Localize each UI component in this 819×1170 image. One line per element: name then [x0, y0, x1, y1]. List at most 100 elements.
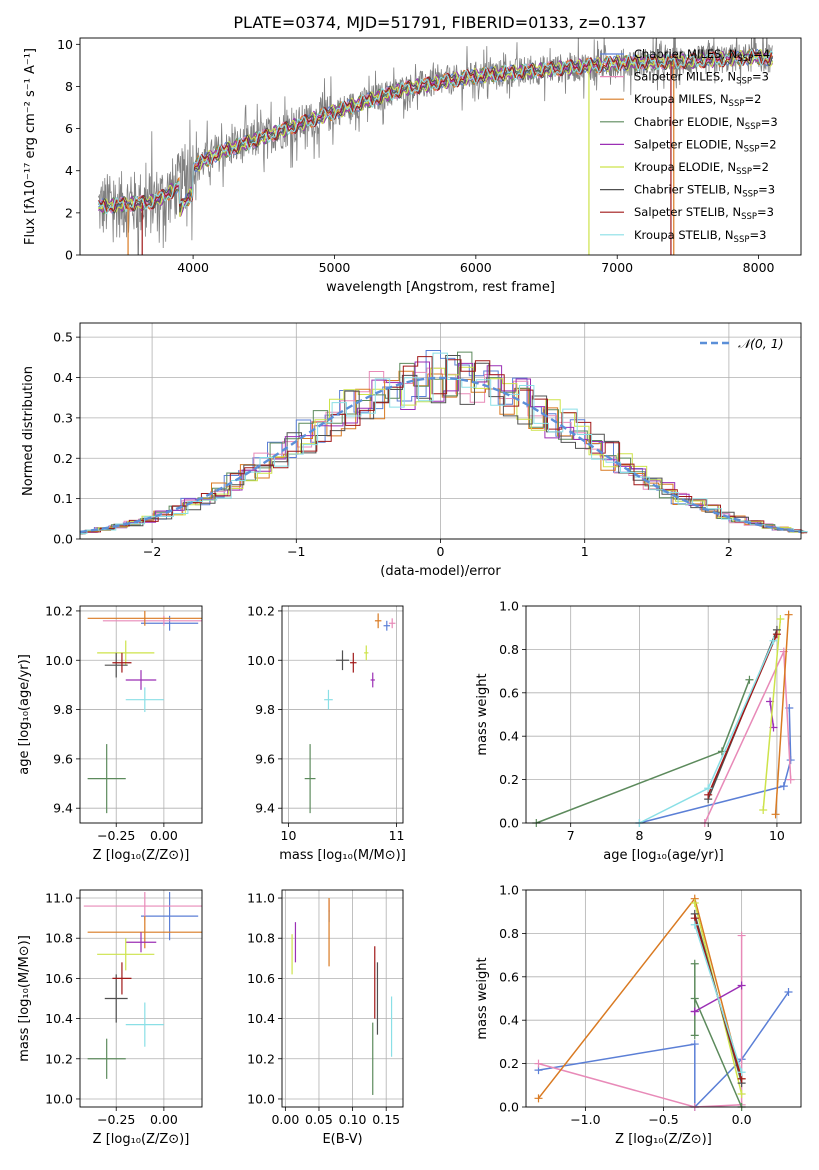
x-tick-label: −2 [143, 544, 161, 559]
series-marker [737, 1068, 746, 1077]
axes-group: −0.25 0.00 10.0 10.2 10.4 10.6 10.8 11.0 [45, 890, 202, 1127]
y-axis-label: mass weight [475, 957, 490, 1039]
y-tick-label: 10.0 [45, 653, 73, 668]
series-marker [737, 1089, 746, 1098]
y-tick-label: 10.8 [45, 931, 73, 946]
x-tick-label: −1 [287, 544, 305, 559]
y-tick-label: 10.4 [247, 1011, 275, 1026]
series-marker [772, 630, 781, 639]
legend-label: Chabrier ELODIE, NSSP=3 [634, 115, 778, 132]
x-tick-label: −0.25 [97, 828, 135, 843]
axes-group: 4000 5000 6000 7000 8000 0 2 4 6 8 10 [57, 37, 774, 275]
y-tick-label: 9.8 [53, 702, 73, 717]
series-marker [534, 1094, 543, 1103]
y-tick-label: 0.8 [499, 642, 519, 657]
y-tick-label: 10.2 [45, 603, 73, 618]
series-marker [690, 1007, 699, 1016]
y-tick-label: 10.2 [45, 1051, 73, 1066]
legend-label: Chabrier STELIB, NSSP=3 [634, 183, 775, 200]
series-marker [745, 675, 754, 684]
model-spectrum-line [98, 50, 773, 215]
errorbar-points [291, 898, 393, 1095]
y-tick-label: 0.2 [499, 1056, 519, 1071]
x-tick-label: 8 [635, 828, 643, 843]
series-line [704, 651, 792, 824]
x-tick-label: 4000 [177, 260, 209, 275]
y-tick-label: 9.4 [255, 801, 275, 816]
series-line [639, 707, 792, 824]
x-tick-label: 10 [769, 828, 785, 843]
series-marker [771, 810, 780, 819]
y-tick-label: 10.4 [45, 1011, 73, 1026]
series-marker [784, 987, 793, 996]
x-tick-label: 9 [704, 828, 712, 843]
series-marker [769, 636, 778, 645]
series-marker [737, 931, 746, 940]
series-marker [786, 775, 795, 784]
axes-group: −1.0 −0.5 0.0 0.0 0.2 0.4 0.6 0.8 1.0 [499, 883, 801, 1127]
series-line [694, 963, 743, 1108]
axes-frame [79, 37, 802, 256]
y-tick-label: 0.6 [499, 685, 519, 700]
y-tick-label: 0.1 [53, 491, 73, 506]
x-axis-label: Z [log₁₀(Z/Z⊙)] [93, 848, 190, 863]
y-axis-label: Normed distribution [21, 366, 36, 496]
x-tick-label: 0.00 [150, 828, 178, 843]
y-tick-label: 10.0 [247, 1091, 275, 1106]
x-axis-label: wavelength [Angstrom, rest frame] [326, 280, 555, 295]
x-tick-label: 7 [567, 828, 575, 843]
y-tick-label: 10.2 [247, 1051, 275, 1066]
y-tick-label: 0.8 [499, 926, 519, 941]
axes-frame [281, 889, 404, 1108]
y-tick-label: 6 [65, 121, 73, 136]
y-tick-label: 0.2 [53, 451, 73, 466]
x-tick-label: 5000 [319, 260, 351, 275]
series-marker [786, 756, 795, 765]
series-marker [690, 959, 699, 968]
series-line [538, 935, 743, 1108]
series-marker [690, 1031, 699, 1040]
x-tick-label: 1 [581, 544, 589, 559]
legend-label: Salpeter STELIB, NSSP=3 [634, 205, 774, 222]
x-tick-label: 7000 [601, 260, 633, 275]
y-tick-label: 10.6 [247, 971, 275, 986]
y-tick-label: 0.5 [53, 330, 73, 345]
axes-frame [525, 889, 802, 1108]
y-tick-label: 10.6 [45, 971, 73, 986]
x-axis-label: E(B-V) [322, 1132, 362, 1147]
errorbar-points [87, 610, 202, 814]
x-tick-label: 10 [281, 828, 297, 843]
series-marker [776, 615, 785, 624]
y-tick-label: 10.0 [247, 653, 275, 668]
x-tick-label: 0.05 [305, 1112, 333, 1127]
series-line [774, 614, 790, 815]
x-tick-label: 0.00 [150, 1112, 178, 1127]
y-tick-label: 10.2 [247, 603, 275, 618]
y-tick-label: 9.6 [255, 751, 275, 766]
y-tick-label: 10.8 [247, 931, 275, 946]
x-axis-label: age [log₁₀(age/yr)] [603, 848, 724, 863]
series-marker [737, 981, 746, 990]
histogram-step-line [80, 370, 805, 534]
y-tick-label: 10 [57, 37, 73, 52]
x-tick-label: 0.0 [732, 1112, 752, 1127]
legend-label: Kroupa STELIB, NSSP=3 [634, 228, 766, 245]
series-marker [779, 782, 788, 791]
series-line [707, 633, 778, 796]
y-tick-label: 9.6 [53, 751, 73, 766]
y-tick-label: 0.2 [499, 772, 519, 787]
series-marker [690, 994, 699, 1003]
axes-group: 0.00 0.05 0.10 0.15 10.0 10.2 10.4 10.6 10.8 11.0 [247, 890, 403, 1127]
x-tick-label: 0.15 [372, 1112, 400, 1127]
spectrum-legend: Chabrier MILES, NSSP=4 Salpeter MILES, NS… [600, 47, 778, 245]
y-axis-label: mass [log₁₀(M/M⊙)] [17, 935, 32, 1062]
model-spectrum-line [98, 49, 774, 214]
series-marker [690, 899, 699, 908]
series-line [536, 679, 751, 824]
x-tick-label: 6000 [460, 260, 492, 275]
axes-frame [525, 605, 802, 824]
x-tick-label: −0.5 [648, 1112, 678, 1127]
histogram-step-line [80, 352, 808, 534]
series-line [762, 618, 782, 811]
